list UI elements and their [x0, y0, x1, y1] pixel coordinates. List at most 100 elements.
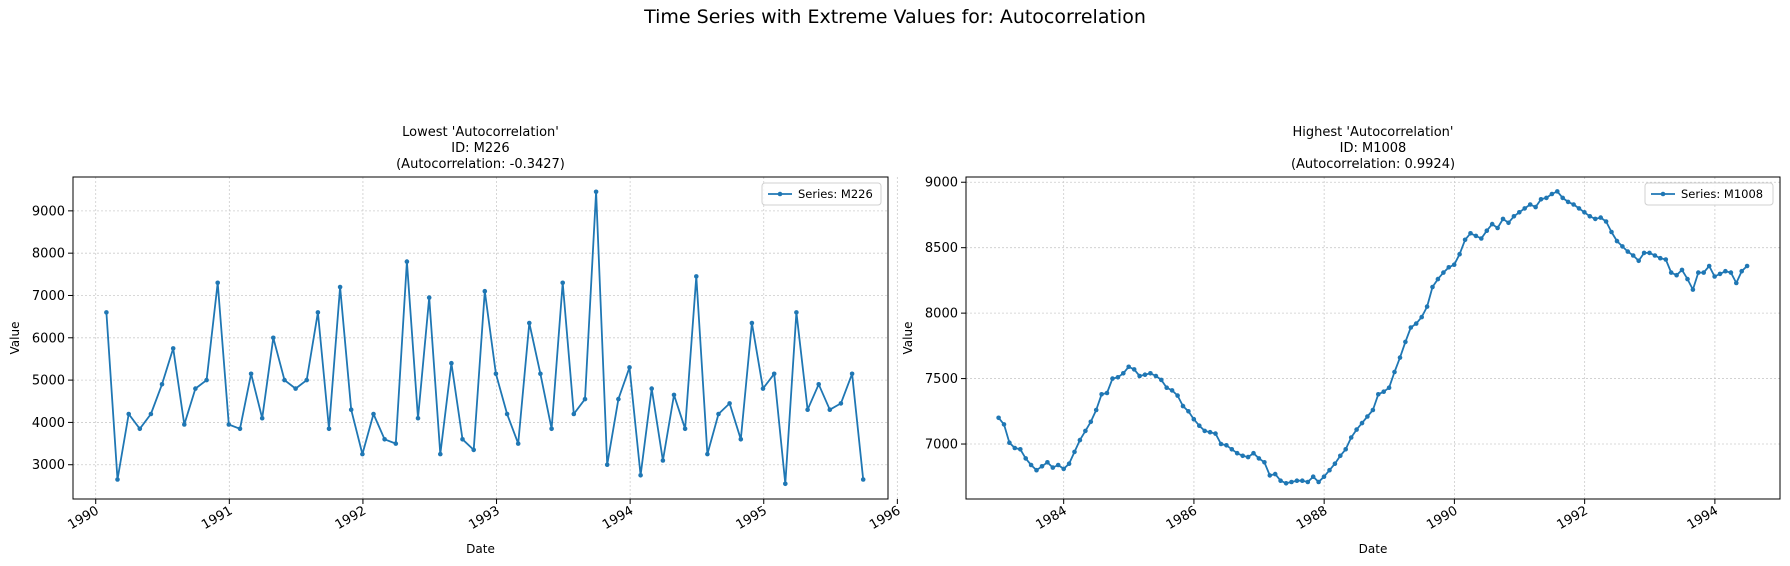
data-point	[1685, 276, 1690, 282]
data-point	[1061, 466, 1066, 472]
data-point	[1343, 447, 1348, 452]
data-point	[1413, 321, 1419, 326]
data-point	[1712, 274, 1717, 279]
data-point	[1658, 255, 1663, 261]
data-point	[1625, 249, 1631, 254]
data-point	[1728, 270, 1734, 275]
data-point	[1495, 225, 1500, 231]
data-point	[1679, 267, 1685, 273]
x-tick-label: 1994	[600, 503, 636, 533]
data-point	[515, 441, 521, 446]
data-point	[1674, 272, 1679, 278]
data-point	[1522, 206, 1527, 211]
y-tick-label: 8000	[925, 307, 958, 322]
data-point	[1148, 371, 1153, 376]
data-point	[1316, 479, 1321, 485]
data-point	[482, 288, 488, 294]
data-point	[1245, 454, 1251, 460]
data-point	[360, 451, 365, 457]
data-point	[371, 411, 376, 417]
x-axis-label: Date	[466, 542, 495, 556]
data-point	[1338, 453, 1343, 459]
data-point	[1403, 339, 1408, 345]
data-point	[1218, 441, 1224, 447]
legend-marker	[777, 191, 783, 197]
data-point	[1630, 253, 1636, 258]
data-point	[1511, 214, 1517, 219]
data-point	[1527, 202, 1533, 207]
y-axis-label: Value	[901, 322, 915, 355]
data-point	[1652, 253, 1658, 258]
y-tick-label: 7500	[925, 372, 958, 387]
data-point	[1083, 428, 1088, 434]
data-point	[1110, 376, 1115, 381]
data-point	[1696, 270, 1701, 275]
x-tick-label: 1984	[1034, 503, 1070, 533]
data-point	[1272, 471, 1278, 477]
data-point	[1381, 389, 1386, 395]
chart-right-highest-autocorrelation: Highest 'Autocorrelation'ID: M1008(Autoc…	[901, 125, 1781, 556]
data-point	[1500, 216, 1506, 222]
data-point	[1300, 478, 1305, 484]
data-point	[816, 382, 821, 387]
data-point	[1126, 364, 1131, 370]
data-point	[716, 411, 721, 417]
data-point	[1283, 481, 1289, 486]
data-point	[638, 473, 643, 478]
y-tick-label: 3000	[32, 458, 65, 473]
data-point	[1321, 474, 1327, 480]
data-point	[426, 295, 432, 300]
data-point	[1435, 276, 1441, 282]
data-point	[326, 426, 332, 432]
data-point	[849, 371, 855, 377]
data-point	[271, 335, 276, 341]
data-point	[1593, 216, 1598, 222]
data-point	[760, 386, 766, 391]
data-point	[1739, 268, 1744, 274]
data-point	[259, 415, 265, 421]
series-line	[105, 190, 865, 485]
data-point	[1153, 373, 1159, 379]
data-point	[293, 386, 298, 391]
data-point	[1191, 416, 1197, 422]
data-point	[493, 371, 499, 377]
data-point	[749, 320, 755, 326]
data-point	[1555, 189, 1560, 194]
data-point	[304, 377, 310, 383]
chart-title-line: Highest 'Autocorrelation'	[1293, 125, 1454, 140]
data-point	[1305, 479, 1311, 485]
data-point	[438, 451, 443, 457]
data-point	[1093, 407, 1099, 413]
data-point	[115, 477, 120, 482]
data-point	[1234, 450, 1240, 456]
data-point	[1609, 229, 1614, 235]
data-point	[649, 386, 654, 391]
data-point	[1012, 445, 1018, 451]
data-point	[1734, 280, 1739, 286]
data-point	[1468, 231, 1473, 236]
data-point	[660, 458, 666, 463]
data-point	[1294, 478, 1300, 484]
data-point	[1197, 423, 1202, 429]
data-point	[1549, 191, 1555, 197]
data-point	[1397, 355, 1403, 360]
data-point	[1262, 460, 1267, 465]
x-tick-label: 1994	[1685, 503, 1721, 533]
x-tick-label: 1993	[466, 503, 502, 533]
data-point	[1419, 314, 1424, 320]
data-point	[382, 437, 387, 442]
data-point	[404, 259, 410, 264]
data-point	[1034, 467, 1039, 473]
data-point	[1240, 453, 1245, 459]
data-point	[727, 401, 732, 406]
data-point	[1039, 464, 1045, 469]
data-point	[1050, 465, 1056, 470]
data-point	[827, 407, 833, 413]
chart-title-line: (Autocorrelation: -0.3427)	[396, 157, 565, 172]
data-point	[1744, 263, 1750, 269]
data-point	[1701, 270, 1706, 275]
data-point	[1131, 367, 1137, 372]
data-point	[1251, 450, 1256, 456]
data-point	[1159, 377, 1164, 383]
